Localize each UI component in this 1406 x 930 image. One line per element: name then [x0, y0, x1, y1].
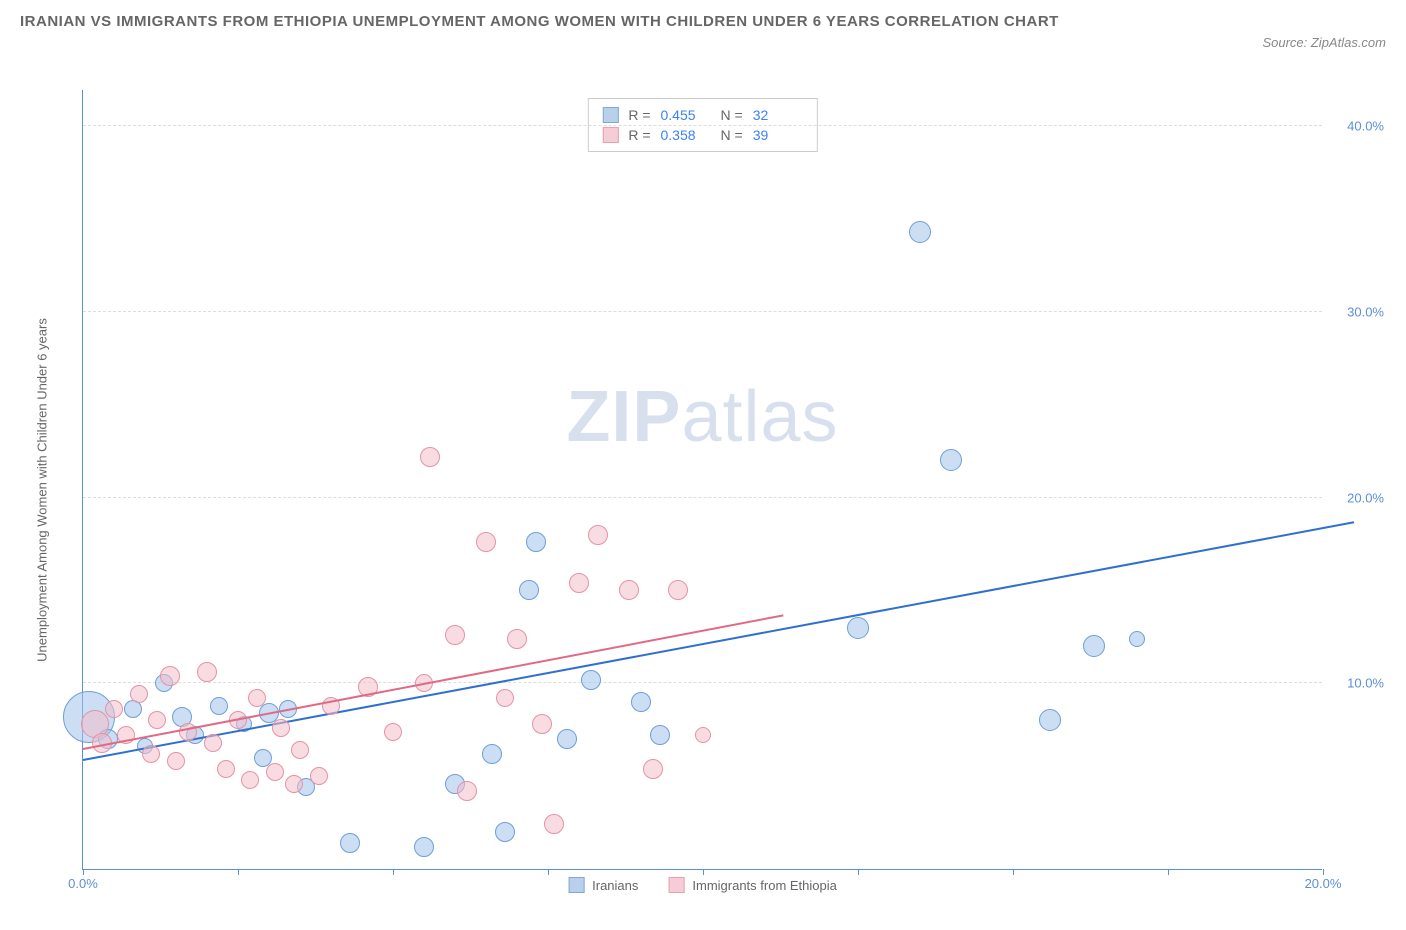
scatter-point — [668, 580, 688, 600]
legend-item: Iranians — [568, 877, 638, 893]
scatter-point — [266, 763, 284, 781]
scatter-point — [1083, 635, 1105, 657]
r-value: 0.358 — [661, 127, 711, 143]
legend-item: Immigrants from Ethiopia — [668, 877, 837, 893]
chart-container: Unemployment Among Women with Children U… — [52, 80, 1386, 900]
scatter-point — [457, 781, 477, 801]
scatter-point — [544, 814, 564, 834]
x-tick-mark — [1013, 869, 1014, 875]
x-tick-mark — [548, 869, 549, 875]
scatter-point — [272, 719, 290, 737]
series-swatch — [602, 127, 618, 143]
y-tick-label: 10.0% — [1347, 676, 1384, 691]
legend-swatch — [568, 877, 584, 893]
source-name: ZipAtlas.com — [1311, 35, 1386, 50]
scatter-point — [291, 741, 309, 759]
x-tick-mark — [703, 869, 704, 875]
plot-area: ZIPatlas R =0.455N =32R =0.358N =39 Iran… — [82, 90, 1322, 870]
scatter-point — [160, 666, 180, 686]
scatter-point — [197, 662, 217, 682]
y-tick-label: 40.0% — [1347, 119, 1384, 134]
n-label: N = — [721, 127, 743, 143]
x-tick-label: 0.0% — [68, 876, 98, 891]
watermark-rest: atlas — [681, 377, 838, 457]
x-tick-mark — [1168, 869, 1169, 875]
stats-row: R = 0.358 N = 39 — [602, 125, 802, 145]
chart-title: IRANIAN VS IMMIGRANTS FROM ETHIOPIA UNEM… — [20, 10, 1059, 34]
x-tick-label: 20.0% — [1305, 876, 1342, 891]
x-tick-mark — [858, 869, 859, 875]
scatter-point — [650, 725, 670, 745]
y-tick-label: 30.0% — [1347, 304, 1384, 319]
n-label: N = — [721, 107, 743, 123]
r-label: R = — [628, 107, 650, 123]
scatter-point — [482, 744, 502, 764]
gridline — [83, 497, 1322, 498]
watermark: ZIPatlas — [566, 376, 838, 458]
scatter-point — [619, 580, 639, 600]
legend: Iranians Immigrants from Ethiopia — [568, 877, 837, 893]
x-tick-mark — [1323, 869, 1324, 875]
gridline — [83, 311, 1322, 312]
scatter-point — [557, 729, 577, 749]
r-value: 0.455 — [661, 107, 711, 123]
scatter-point — [581, 670, 601, 690]
source-attribution: Source: ZipAtlas.com — [1262, 10, 1386, 50]
n-value: 39 — [753, 127, 803, 143]
scatter-point — [519, 580, 539, 600]
scatter-point — [507, 629, 527, 649]
scatter-point — [384, 723, 402, 741]
scatter-point — [254, 749, 272, 767]
legend-swatch — [668, 877, 684, 893]
scatter-point — [1039, 709, 1061, 731]
scatter-point — [420, 447, 440, 467]
scatter-point — [496, 689, 514, 707]
x-tick-mark — [393, 869, 394, 875]
scatter-point — [105, 700, 123, 718]
scatter-point — [526, 532, 546, 552]
scatter-point — [940, 449, 962, 471]
scatter-point — [532, 714, 552, 734]
scatter-point — [445, 625, 465, 645]
scatter-point — [241, 771, 259, 789]
scatter-point — [476, 532, 496, 552]
scatter-point — [569, 573, 589, 593]
y-tick-label: 20.0% — [1347, 490, 1384, 505]
legend-label: Iranians — [592, 878, 638, 893]
scatter-point — [643, 759, 663, 779]
watermark-bold: ZIP — [566, 377, 681, 457]
r-label: R = — [628, 127, 650, 143]
gridline — [83, 125, 1322, 126]
n-value: 32 — [753, 107, 803, 123]
gridline — [83, 682, 1322, 683]
x-tick-mark — [83, 869, 84, 875]
scatter-point — [340, 833, 360, 853]
scatter-point — [588, 525, 608, 545]
scatter-point — [631, 692, 651, 712]
scatter-point — [847, 617, 869, 639]
y-axis-label: Unemployment Among Women with Children U… — [35, 318, 50, 662]
scatter-point — [310, 767, 328, 785]
scatter-point — [414, 837, 434, 857]
scatter-point — [217, 760, 235, 778]
scatter-point — [179, 723, 197, 741]
x-tick-mark — [238, 869, 239, 875]
source-prefix: Source: — [1262, 35, 1310, 50]
stats-row: R = 0.455 N = 32 — [602, 105, 802, 125]
legend-label: Immigrants from Ethiopia — [692, 878, 837, 893]
scatter-point — [495, 822, 515, 842]
scatter-point — [130, 685, 148, 703]
scatter-point — [210, 697, 228, 715]
series-swatch — [602, 107, 618, 123]
scatter-point — [1129, 631, 1145, 647]
scatter-point — [204, 734, 222, 752]
scatter-point — [285, 775, 303, 793]
scatter-point — [909, 221, 931, 243]
scatter-point — [167, 752, 185, 770]
scatter-point — [695, 727, 711, 743]
scatter-point — [142, 745, 160, 763]
scatter-point — [248, 689, 266, 707]
scatter-point — [148, 711, 166, 729]
